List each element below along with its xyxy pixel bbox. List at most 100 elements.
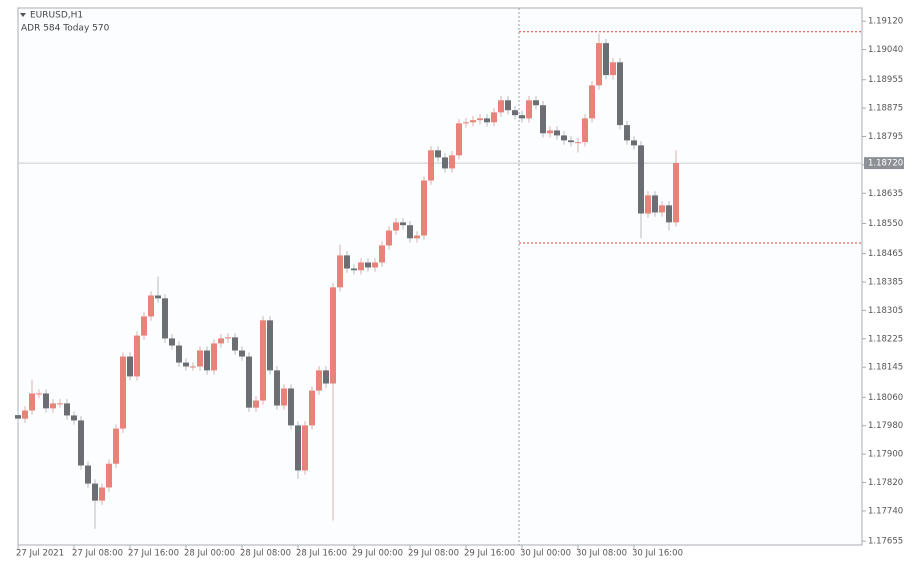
candle-body	[246, 356, 252, 408]
candle-body	[624, 125, 630, 141]
candle-body	[589, 85, 595, 119]
candle-body	[428, 150, 434, 181]
candle-body	[337, 255, 343, 288]
candle-body	[71, 415, 77, 421]
candle-body	[449, 155, 455, 169]
y-tick-label: 1.18955	[868, 75, 903, 85]
candle-body	[505, 100, 511, 111]
candle-body	[498, 100, 504, 113]
candle-body	[519, 115, 525, 119]
candle-body	[190, 366, 196, 368]
candle-body	[561, 135, 567, 141]
candle-body	[274, 370, 280, 406]
candle-body	[120, 356, 126, 429]
y-tick-label: 1.19120	[868, 17, 903, 27]
last-price-box	[864, 157, 904, 170]
candle-body	[148, 295, 154, 317]
x-tick-label: 30 Jul 08:00	[576, 549, 627, 559]
x-tick-label: 30 Jul 00:00	[520, 549, 571, 559]
candle-body	[596, 43, 602, 86]
candle-body	[253, 400, 259, 408]
candle-body	[512, 110, 518, 116]
candle-body	[344, 255, 350, 269]
candle-body	[365, 262, 371, 268]
candle-body	[36, 393, 42, 395]
candle-body	[547, 130, 553, 134]
x-tick-label: 29 Jul 16:00	[464, 549, 515, 559]
candle-body	[211, 343, 217, 371]
candle-body	[302, 425, 308, 471]
candle-body	[197, 350, 203, 367]
candle-body	[106, 463, 112, 488]
candle-body	[603, 43, 609, 76]
candle-body	[379, 245, 385, 263]
y-tick-label: 1.17820	[868, 478, 903, 488]
candle-body	[484, 118, 490, 123]
y-tick-label: 1.17740	[868, 506, 903, 516]
y-tick-label: 1.17655	[868, 537, 903, 547]
candle-body	[421, 180, 427, 236]
candle-body	[666, 205, 672, 223]
candle-body	[582, 118, 588, 143]
candle-body	[568, 140, 574, 143]
candle-body	[638, 145, 644, 214]
y-tick-label: 1.18305	[868, 306, 903, 316]
candle-body	[267, 320, 273, 371]
candle-body	[575, 142, 581, 144]
x-tick-label: 27 Jul 16:00	[128, 549, 179, 559]
candle-body	[218, 338, 224, 344]
candle-body	[330, 287, 336, 384]
candle-body	[463, 122, 469, 124]
candle-body	[92, 483, 98, 501]
candle-body	[407, 225, 413, 239]
candle-body	[491, 112, 497, 123]
x-tick-label: 27 Jul 08:00	[72, 549, 123, 559]
candle-body	[631, 140, 637, 146]
candle-body	[414, 235, 420, 239]
x-tick-label: 29 Jul 00:00	[352, 549, 403, 559]
candle-body	[260, 320, 266, 401]
candle-body	[435, 150, 441, 158]
menu-arrow[interactable]	[20, 13, 26, 17]
candle-body	[673, 163, 679, 223]
candle-body	[64, 403, 70, 416]
candle-body	[85, 465, 91, 484]
candle-body	[57, 403, 63, 405]
y-tick-label: 1.18550	[868, 219, 903, 229]
y-tick-label: 1.18465	[868, 249, 903, 259]
candle-body	[239, 350, 245, 357]
candle-body	[386, 230, 392, 246]
x-tick-label: 27 Jul 2021	[16, 549, 64, 559]
y-tick-label: 1.17900	[868, 450, 903, 460]
y-tick-label: 1.18145	[868, 363, 903, 373]
candle-body	[323, 370, 329, 384]
candle-body	[22, 410, 28, 419]
candle-body	[554, 130, 560, 136]
candle-body	[29, 393, 35, 411]
candle-body	[540, 105, 546, 134]
candle-body	[162, 298, 168, 339]
candle-body	[617, 62, 623, 126]
candle-body	[127, 356, 133, 377]
candle-body	[456, 123, 462, 156]
y-tick-label: 1.18795	[868, 132, 903, 142]
candle-body	[372, 262, 378, 268]
y-tick-label: 1.19040	[868, 45, 903, 55]
candle-body	[169, 338, 175, 346]
candle-body	[99, 487, 105, 501]
candle-body	[295, 425, 301, 471]
candle-body	[78, 420, 84, 466]
candle-body	[610, 62, 616, 76]
x-tick-label: 29 Jul 08:00	[408, 549, 459, 559]
candle-body	[183, 362, 189, 367]
candle-body	[526, 100, 532, 119]
y-tick-label: 1.18225	[868, 334, 903, 344]
candle-body	[309, 390, 315, 426]
candle-body	[288, 388, 294, 426]
candle-body	[176, 345, 182, 363]
candle-body	[113, 428, 119, 464]
y-tick-label: 1.18635	[868, 189, 903, 199]
x-tick-label: 30 Jul 16:00	[632, 549, 683, 559]
candle-body	[225, 337, 231, 339]
